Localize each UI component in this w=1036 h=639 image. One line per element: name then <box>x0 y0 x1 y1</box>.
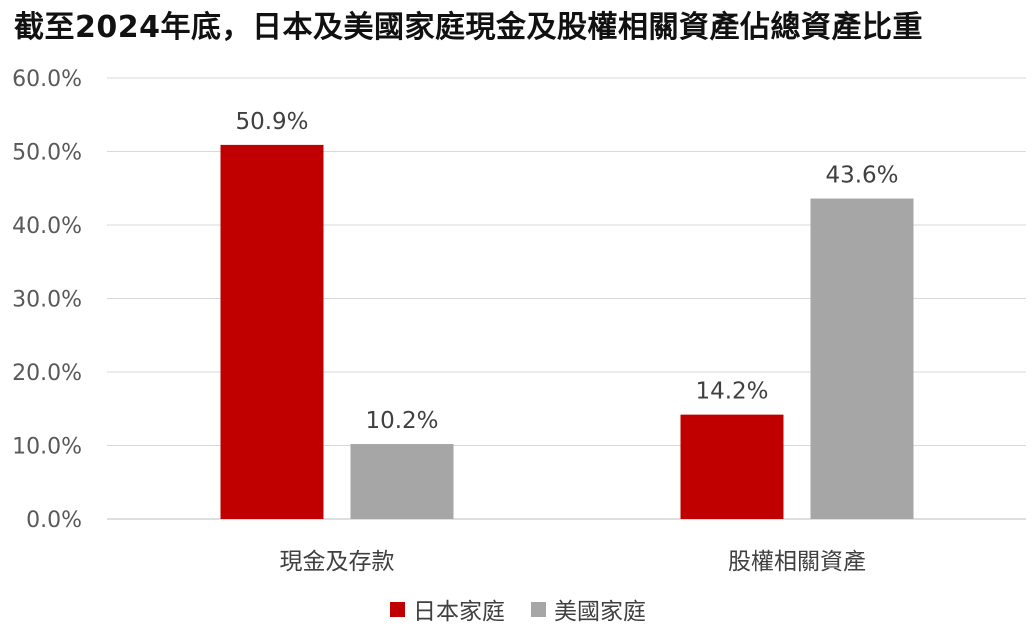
legend-label-us: 美國家庭 <box>554 599 646 625</box>
legend-item-us[interactable]: 美國家庭 <box>531 592 646 626</box>
bar[interactable] <box>220 144 324 519</box>
legend-item-japan[interactable]: 日本家庭 <box>390 592 505 626</box>
y-tick-label: 60.0% <box>12 67 82 92</box>
y-tick-label: 0.0% <box>26 508 82 533</box>
y-tick-label: 30.0% <box>12 288 82 313</box>
legend-swatch-japan <box>390 601 405 617</box>
bar[interactable] <box>680 414 784 519</box>
bar[interactable] <box>350 444 454 519</box>
y-tick-label: 50.0% <box>12 141 82 166</box>
x-category-label: 現金及存款 <box>280 549 395 575</box>
legend-swatch-us <box>531 601 546 617</box>
data-label: 14.2% <box>695 379 768 405</box>
data-label: 50.9% <box>235 109 308 135</box>
chart-title: 截至2024年底，日本及美國家庭現金及股權相關資產佔總資產比重 <box>14 10 923 45</box>
y-tick-label: 40.0% <box>12 214 82 239</box>
data-label: 43.6% <box>825 163 898 189</box>
data-label: 10.2% <box>365 408 438 434</box>
legend: 日本家庭 美國家庭 <box>0 592 1036 626</box>
legend-label-japan: 日本家庭 <box>413 599 505 625</box>
y-tick-label: 10.0% <box>12 435 82 460</box>
x-category-label: 股權相關資產 <box>728 549 866 575</box>
bar[interactable] <box>810 198 914 520</box>
y-tick-label: 20.0% <box>12 361 82 386</box>
bar-chart: 0.0% 10.0% 20.0% 30.0% 40.0% 50.0% 60.0% 現金及存款 股… <box>12 67 1026 575</box>
